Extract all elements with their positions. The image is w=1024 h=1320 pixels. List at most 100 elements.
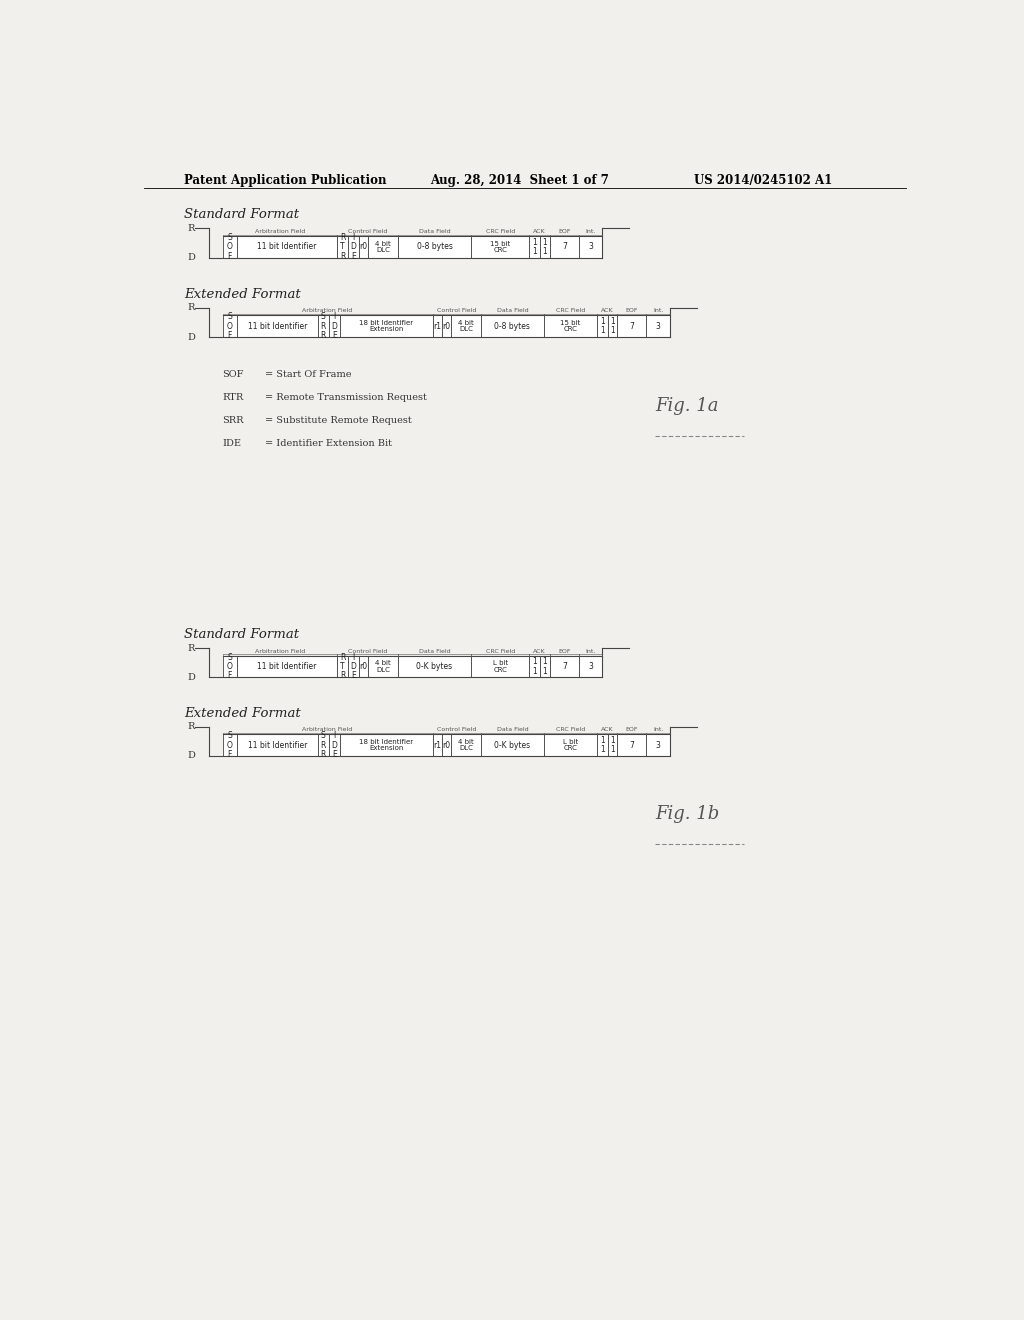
- Text: ACK: ACK: [534, 648, 546, 653]
- Text: L bit
CRC: L bit CRC: [563, 739, 579, 751]
- Text: CRC Field: CRC Field: [556, 308, 585, 313]
- Text: 1
1: 1 1: [600, 737, 605, 754]
- Text: Standard Format: Standard Format: [183, 209, 299, 222]
- Text: 11 bit Identifier: 11 bit Identifier: [248, 322, 307, 331]
- Bar: [480, 734, 544, 756]
- Text: R: R: [187, 304, 196, 313]
- Bar: [340, 315, 432, 337]
- Text: 1
1: 1 1: [610, 737, 614, 754]
- Bar: [544, 734, 597, 756]
- Bar: [432, 734, 442, 756]
- Text: 4 bit
DLC: 4 bit DLC: [375, 240, 391, 253]
- Text: S
R
R: S R R: [321, 313, 326, 341]
- Bar: [237, 236, 337, 257]
- Text: 4 bit
DLC: 4 bit DLC: [458, 321, 474, 333]
- Text: 1
1: 1 1: [543, 657, 547, 676]
- Text: = Identifier Extension Bit: = Identifier Extension Bit: [265, 440, 392, 449]
- Text: S
O
F: S O F: [226, 313, 232, 341]
- Text: r0: r0: [359, 663, 368, 671]
- Bar: [646, 734, 670, 756]
- Text: S
O
F: S O F: [226, 234, 232, 261]
- Text: I
D
E: I D E: [331, 731, 337, 759]
- Text: I
D
E: I D E: [350, 234, 356, 261]
- Text: 7: 7: [630, 741, 634, 750]
- Text: 18 bit Identifier
Extension: 18 bit Identifier Extension: [359, 321, 413, 333]
- Bar: [452, 315, 480, 337]
- Text: 1
1: 1 1: [600, 317, 605, 335]
- Text: EOF: EOF: [626, 308, 638, 313]
- Text: Data Field: Data Field: [419, 228, 451, 234]
- Text: I
D
E: I D E: [350, 653, 356, 680]
- Text: 15 bit
CRC: 15 bit CRC: [490, 240, 511, 253]
- Text: r1: r1: [433, 741, 441, 750]
- Text: EOF: EOF: [558, 648, 570, 653]
- Bar: [579, 236, 602, 257]
- Bar: [617, 734, 646, 756]
- Text: 1
1: 1 1: [610, 317, 614, 335]
- Text: 11 bit Identifier: 11 bit Identifier: [248, 741, 307, 750]
- Text: = Substitute Remote Request: = Substitute Remote Request: [265, 416, 412, 425]
- Bar: [442, 734, 452, 756]
- Bar: [541, 656, 550, 677]
- Text: Extended Format: Extended Format: [183, 706, 301, 719]
- Text: Aug. 28, 2014  Sheet 1 of 7: Aug. 28, 2014 Sheet 1 of 7: [430, 174, 609, 187]
- Text: CRC Field: CRC Field: [485, 228, 515, 234]
- Text: ACK: ACK: [601, 727, 613, 733]
- Text: r0: r0: [442, 322, 451, 331]
- Bar: [369, 656, 397, 677]
- Text: Arbitration Field: Arbitration Field: [302, 308, 352, 313]
- Text: D: D: [187, 253, 196, 263]
- Text: RTR: RTR: [222, 393, 244, 403]
- Text: S
O
F: S O F: [226, 731, 232, 759]
- Text: 11 bit Identifier: 11 bit Identifier: [257, 663, 316, 671]
- Bar: [317, 734, 329, 756]
- Bar: [237, 315, 317, 337]
- Bar: [471, 236, 529, 257]
- Bar: [348, 656, 359, 677]
- Text: 0-K bytes: 0-K bytes: [495, 741, 530, 750]
- Bar: [646, 315, 670, 337]
- Bar: [340, 734, 432, 756]
- Text: L bit
CRC: L bit CRC: [493, 660, 508, 673]
- Text: 15 bit
CRC: 15 bit CRC: [560, 321, 581, 333]
- Bar: [442, 315, 452, 337]
- Text: 1
1: 1 1: [532, 657, 538, 676]
- Bar: [550, 236, 579, 257]
- Bar: [607, 315, 617, 337]
- Text: = Remote Transmission Request: = Remote Transmission Request: [265, 393, 427, 403]
- Bar: [432, 315, 442, 337]
- Text: EOF: EOF: [558, 228, 570, 234]
- Bar: [237, 734, 317, 756]
- Text: 18 bit Identifier
Extension: 18 bit Identifier Extension: [359, 739, 413, 751]
- Text: Int.: Int.: [653, 727, 664, 733]
- Bar: [550, 656, 579, 677]
- Text: 3: 3: [655, 741, 660, 750]
- Text: D: D: [187, 333, 196, 342]
- Text: R: R: [187, 722, 196, 731]
- Text: 7: 7: [562, 663, 566, 671]
- Text: S
R
R: S R R: [321, 731, 326, 759]
- Bar: [579, 656, 602, 677]
- Text: 0-K bytes: 0-K bytes: [417, 663, 453, 671]
- Bar: [607, 734, 617, 756]
- Text: Data Field: Data Field: [419, 648, 451, 653]
- Text: Standard Format: Standard Format: [183, 628, 299, 642]
- Text: CRC Field: CRC Field: [556, 727, 585, 733]
- Bar: [529, 236, 541, 257]
- Bar: [480, 315, 544, 337]
- Text: R
T
R: R T R: [340, 234, 345, 261]
- Text: r0: r0: [442, 741, 451, 750]
- Bar: [348, 236, 359, 257]
- Bar: [397, 236, 471, 257]
- Bar: [529, 656, 541, 677]
- Bar: [329, 315, 340, 337]
- Bar: [337, 236, 348, 257]
- Text: US 2014/0245102 A1: US 2014/0245102 A1: [693, 174, 831, 187]
- Bar: [471, 656, 529, 677]
- Text: Patent Application Publication: Patent Application Publication: [183, 174, 386, 187]
- Text: Control Field: Control Field: [348, 228, 387, 234]
- Text: Arbitration Field: Arbitration Field: [255, 648, 305, 653]
- Text: CRC Field: CRC Field: [485, 648, 515, 653]
- Bar: [597, 734, 607, 756]
- Bar: [452, 734, 480, 756]
